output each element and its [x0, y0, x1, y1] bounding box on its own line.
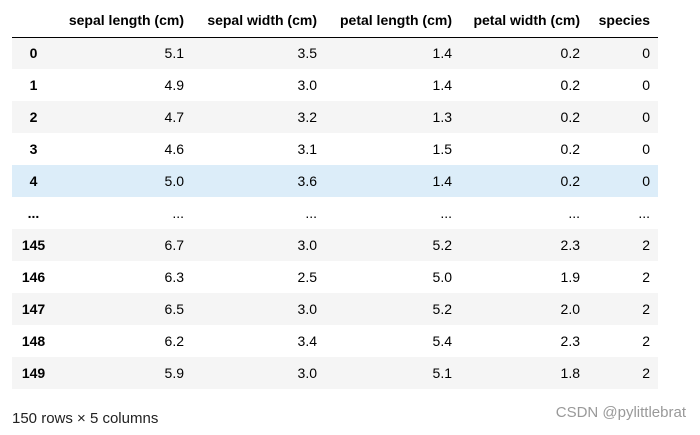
table-cell: 0 — [642, 109, 650, 125]
row-index: 2 — [29, 109, 38, 125]
table-row: 3 4.6 3.1 1.5 0.2 0 — [12, 133, 658, 165]
table-body: 0 5.1 3.5 1.4 0.2 0 1 4.9 3.0 1.4 0.2 0 2 4.7 3.2 1.3 0.… — [12, 37, 658, 389]
table-cell: 5.1 — [164, 45, 184, 62]
table-cell: 0.2 — [560, 77, 580, 93]
table-cell: 0 — [642, 45, 650, 62]
table-cell: 6.2 — [164, 333, 184, 349]
table-cell: ... — [638, 205, 650, 221]
table-cell: 3.0 — [297, 237, 317, 253]
table-cell: 5.0 — [432, 269, 452, 285]
table-cell: 3.4 — [297, 333, 317, 349]
table-row: 145 6.7 3.0 5.2 2.3 2 — [12, 229, 658, 261]
table-cell: 5.2 — [432, 237, 452, 253]
table-cell: 3.5 — [297, 45, 317, 62]
table-cell: 2 — [642, 301, 650, 317]
footer: 150 rows × 5 columns — [12, 410, 159, 427]
table-row: 146 6.3 2.5 5.0 1.9 2 — [12, 261, 658, 293]
table-cell: 0 — [642, 77, 650, 93]
table-cell: ... — [440, 205, 452, 221]
table-cell: 0.2 — [560, 109, 580, 125]
row-index: 4 — [29, 173, 38, 189]
table-row: .................. — [12, 197, 658, 229]
table-cell: 2.3 — [560, 237, 580, 253]
table-cell: 2 — [642, 333, 650, 349]
table-header: sepal length (cm) sepal width (cm) petal l… — [12, 4, 658, 38]
table-row: 148 6.2 3.4 5.4 2.3 2 — [12, 325, 658, 357]
table-cell: 2 — [642, 269, 650, 285]
column-header: species — [588, 4, 658, 38]
table-cell: 3.0 — [297, 301, 317, 317]
row-index: 3 — [29, 141, 38, 157]
table-cell: 5.0 — [164, 173, 184, 189]
table-cell: 1.4 — [432, 45, 452, 62]
table-row: 4 5.0 3.6 1.4 0.2 0 — [12, 165, 658, 197]
table-cell: 3.1 — [297, 141, 317, 157]
table-cell: 0 — [642, 141, 650, 157]
table-cell: ... — [305, 205, 317, 221]
table-cell: ... — [568, 205, 580, 221]
column-header: petal width (cm) — [460, 4, 588, 38]
header-row: sepal length (cm) sepal width (cm) petal l… — [12, 4, 658, 38]
row-index: 146 — [21, 269, 46, 285]
table-cell: 2 — [642, 237, 650, 253]
table-cell: 2 — [642, 365, 650, 381]
row-index: 148 — [21, 333, 46, 349]
dataframe-table: sepal length (cm) sepal width (cm) petal l… — [12, 4, 658, 389]
table-cell: 5.4 — [432, 333, 452, 349]
watermark: CSDN @pylittlebrat — [555, 404, 686, 421]
row-index: 147 — [21, 301, 46, 317]
table-cell: 3.0 — [297, 365, 317, 381]
table-cell: 4.6 — [164, 141, 184, 157]
table-cell: 1.9 — [560, 269, 580, 285]
column-header: sepal length (cm) — [55, 4, 192, 38]
column-header: petal length (cm) — [325, 4, 460, 38]
table-row: 1 4.9 3.0 1.4 0.2 0 — [12, 69, 658, 101]
table-cell: 1.4 — [432, 173, 452, 189]
column-header: sepal width (cm) — [192, 4, 325, 38]
column-header — [12, 4, 55, 38]
table-cell: 2.5 — [297, 269, 317, 285]
table-cell: ... — [172, 205, 184, 221]
table-cell: 1.5 — [432, 141, 452, 157]
table-cell: 3.0 — [297, 77, 317, 93]
table-cell: 4.9 — [164, 77, 184, 93]
table-row: 2 4.7 3.2 1.3 0.2 0 — [12, 101, 658, 133]
table-row: 0 5.1 3.5 1.4 0.2 0 — [12, 37, 658, 69]
table-cell: 5.2 — [432, 301, 452, 317]
table-row: 149 5.9 3.0 5.1 1.8 2 — [12, 357, 658, 389]
row-index: 1 — [29, 77, 38, 93]
table-cell: 3.2 — [297, 109, 317, 125]
table-cell: 6.5 — [164, 301, 184, 317]
table-cell: 0 — [642, 173, 650, 189]
row-index: 0 — [29, 45, 38, 62]
table-cell: 0.2 — [560, 173, 580, 189]
table-row: 147 6.5 3.0 5.2 2.0 2 — [12, 293, 658, 325]
table-cell: 1.3 — [432, 109, 452, 125]
table-cell: 0.2 — [560, 141, 580, 157]
table-cell: 1.4 — [432, 77, 452, 93]
table-cell: 2.0 — [560, 301, 580, 317]
table-cell: 6.7 — [164, 237, 184, 253]
table-cell: 3.6 — [297, 173, 317, 189]
table-cell: 4.7 — [164, 109, 184, 125]
row-index: ... — [27, 205, 40, 221]
table-cell: 6.3 — [164, 269, 184, 285]
table-cell: 5.1 — [432, 365, 452, 381]
table-cell: 2.3 — [560, 333, 580, 349]
table-cell: 1.8 — [560, 365, 580, 381]
row-index: 149 — [21, 365, 46, 381]
row-index: 145 — [21, 237, 46, 253]
table-cell: 5.9 — [164, 365, 184, 381]
table-cell: 0.2 — [560, 45, 580, 62]
